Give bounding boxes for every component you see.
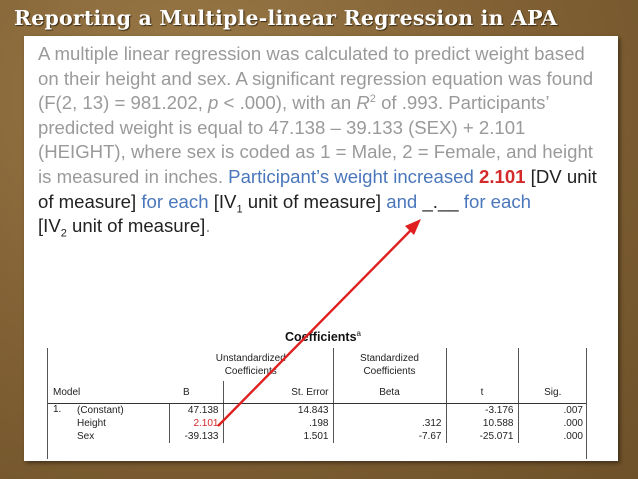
r-italic: R — [356, 92, 370, 114]
beta-column: .312 -7.67 — [333, 403, 447, 443]
beta-value — [338, 404, 442, 417]
b-value-highlight: 2.101 — [193, 418, 219, 429]
se-column: 14.843 .198 1.501 — [223, 403, 334, 443]
template-blue-4: for each — [458, 190, 531, 212]
p-italic: p — [208, 92, 219, 114]
header-b: B — [169, 381, 224, 404]
se-value: 14.843 — [297, 405, 329, 416]
para-text-3: of .993. Participants’ predicted weight … — [38, 92, 593, 187]
template-blue-2: for each — [136, 190, 214, 212]
beta-value: -7.67 — [418, 431, 442, 442]
header-t: t — [446, 381, 519, 404]
header-model: Model — [47, 381, 169, 404]
para-end: . — [205, 215, 211, 237]
sig-value: .000 — [563, 418, 583, 429]
iv1-subscript: 1 — [236, 203, 243, 216]
iv2-open: [IV — [38, 215, 61, 237]
header-se: St. Error — [223, 381, 334, 404]
coefficients-table: Unstandardized Coefficients Standardized… — [47, 348, 587, 443]
header-unstd-line2: Coefficients — [224, 365, 277, 377]
slide-title: Reporting a Multiple-linear Regression i… — [14, 6, 558, 30]
b-value: 47.138 — [187, 405, 219, 416]
b-column: 47.138 2.101 -39.133 — [169, 403, 224, 443]
header-model-blank — [47, 348, 169, 381]
coefficients-title-sup: a — [356, 328, 361, 338]
header-unstandardized: Unstandardized Coefficients — [169, 348, 334, 381]
t-value: 10.588 — [482, 418, 514, 429]
apa-paragraph: A multiple linear regression was calcula… — [38, 42, 598, 239]
row-label: (Constant) — [77, 405, 124, 416]
header-sig: Sig. — [518, 381, 587, 404]
t-value: -3.176 — [485, 405, 514, 416]
se-value: .198 — [309, 418, 329, 429]
sig-value: .007 — [563, 405, 583, 416]
beta-value: .312 — [422, 418, 442, 429]
row-label: Height — [77, 418, 106, 429]
iv1-unit-placeholder: unit of measure] — [242, 190, 382, 212]
row-label: Sex — [77, 431, 95, 442]
height-coefficient-highlight: 2.101 — [478, 165, 526, 187]
model-cell: 1. (Constant) Height Sex — [47, 403, 170, 443]
b-value: -39.133 — [184, 431, 219, 442]
coefficients-title: Coefficientsa — [285, 328, 361, 344]
iv1-open: [IV — [213, 190, 237, 212]
t-value: -25.071 — [479, 431, 514, 442]
sig-value: .000 — [563, 431, 583, 442]
header-row-1: Unstandardized Coefficients Standardized… — [47, 348, 587, 381]
r-squared-sup: 2 — [369, 93, 376, 105]
header-std-line2: Coefficients — [363, 365, 416, 377]
model-number: 1. — [53, 404, 62, 415]
iv2-subscript: 2 — [60, 227, 67, 240]
dv-unit-placeholder: [DV unit of measure] — [38, 165, 597, 212]
header-sig-blank — [518, 348, 587, 381]
t-column: -3.176 10.588 -25.071 — [446, 403, 519, 443]
header-beta: Beta — [333, 381, 447, 404]
header-row-2: Model B St. Error Beta t Sig. — [47, 381, 587, 404]
para-text-2: < .000), with an — [218, 92, 357, 114]
header-std-line1: Standardized — [360, 352, 419, 364]
header-standardized: Standardized Coefficients — [333, 348, 447, 381]
se-value: 1.501 — [303, 431, 329, 442]
blank-value-placeholder: _.__ — [422, 190, 459, 212]
iv2-unit-placeholder: unit of measure] — [66, 215, 206, 237]
sig-column: .007 .000 .000 — [518, 404, 587, 444]
header-t-blank — [446, 348, 519, 381]
template-blue-1: Participant’s weight increased — [228, 165, 479, 187]
template-blue-3: and — [381, 190, 423, 212]
header-unstd-line1: Unstandardized — [215, 352, 286, 364]
para-text-1: A multiple linear regression was calcula… — [38, 43, 594, 114]
coefficients-title-text: Coefficients — [285, 330, 357, 344]
table-row: 1. (Constant) Height Sex 47.138 2.101 -3… — [47, 403, 587, 444]
